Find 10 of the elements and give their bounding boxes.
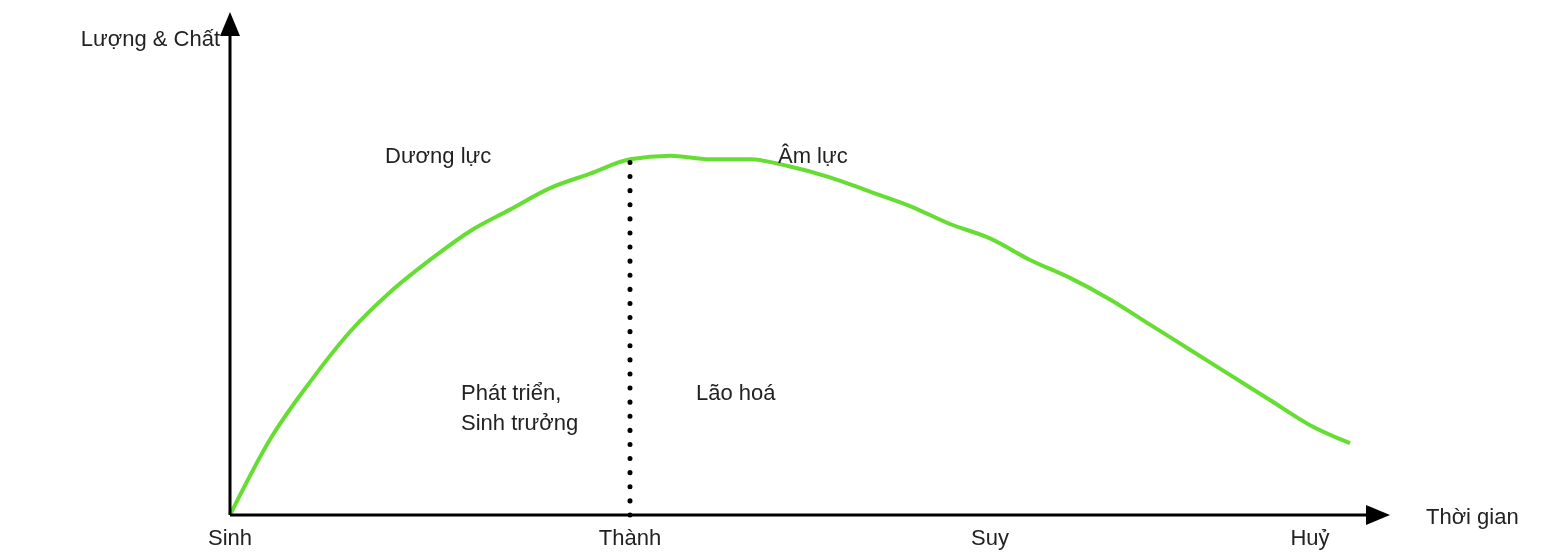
x-tick-label: Huỷ bbox=[1290, 524, 1330, 550]
x-tick-label: Sinh bbox=[207, 524, 253, 550]
annotation: Phát triển, Sinh trưởng bbox=[461, 379, 579, 437]
annotation: Lão hoá bbox=[696, 379, 776, 407]
x-tick-label: Suy bbox=[971, 524, 1009, 550]
x-axis-title: Thời gian bbox=[1426, 504, 1519, 530]
x-tick-label: Thành bbox=[598, 524, 662, 550]
annotation: Dương lực bbox=[385, 142, 492, 170]
annotation: Âm lực bbox=[778, 142, 848, 170]
y-axis-title: Lượng & Chất bbox=[80, 26, 220, 52]
